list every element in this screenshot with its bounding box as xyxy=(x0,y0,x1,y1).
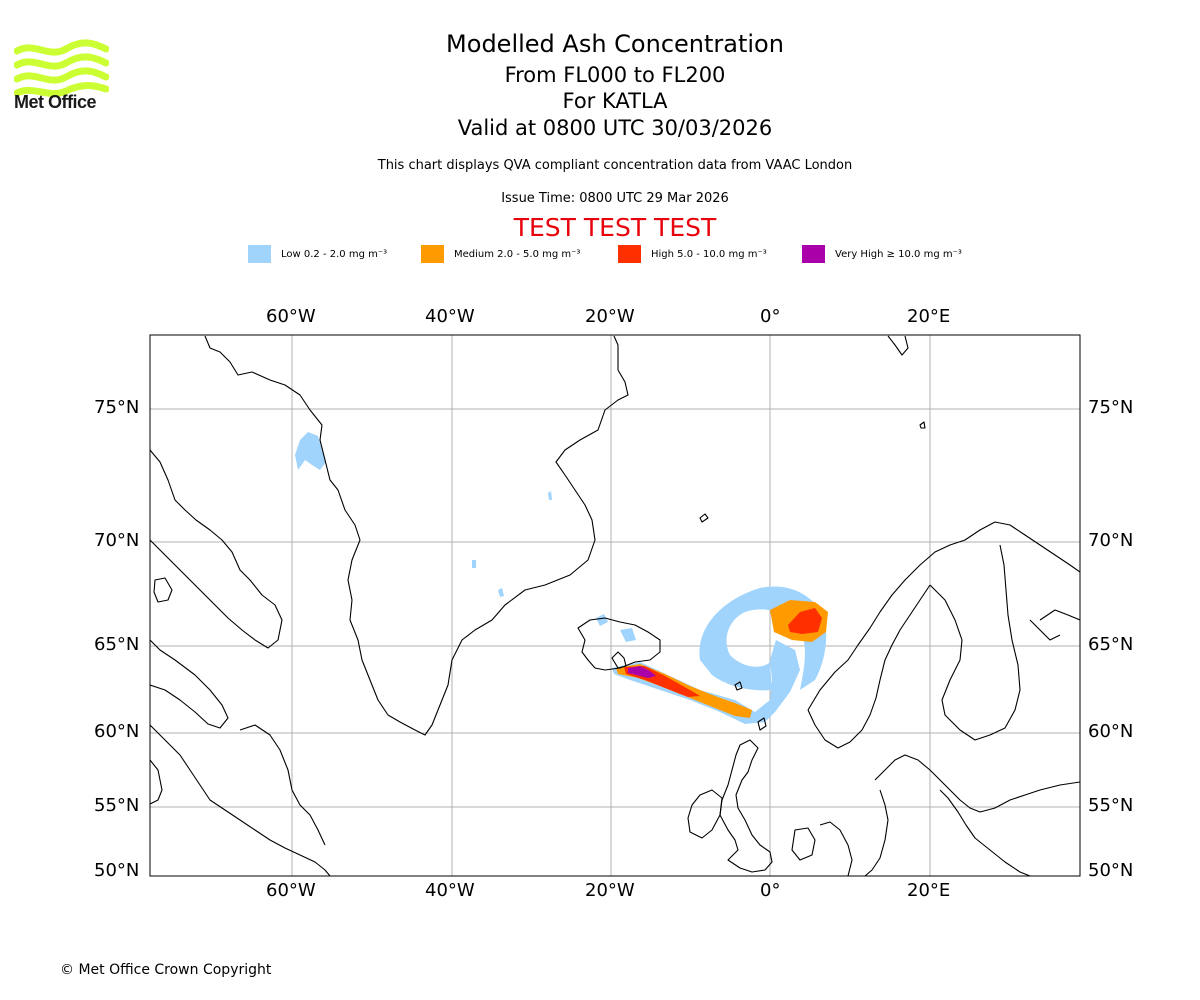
legend-swatch-medium xyxy=(421,245,444,263)
chart-title: Modelled Ash Concentration xyxy=(446,30,784,58)
legend-swatch-low xyxy=(248,245,271,263)
coastlines xyxy=(150,335,1080,876)
lat-tick-right-50n: 50°N xyxy=(1088,860,1134,881)
lon-tick-top-60w: 60°W xyxy=(266,306,316,327)
legend-item-medium: Medium 2.0 - 5.0 mg m⁻³ xyxy=(421,244,580,264)
legend-swatch-high xyxy=(618,245,641,263)
lat-tick-left-60n: 60°N xyxy=(94,721,140,742)
lon-tick-bottom-20w: 20°W xyxy=(585,880,635,901)
met-office-logo xyxy=(14,39,109,98)
lon-tick-bottom-0: 0° xyxy=(760,880,781,901)
lon-tick-top-0: 0° xyxy=(760,306,781,327)
map-frame xyxy=(149,334,1081,877)
lat-tick-right-55n: 55°N xyxy=(1088,795,1134,816)
ash-very-high-concentration xyxy=(628,666,656,678)
legend-swatch-very-high xyxy=(802,245,825,263)
test-banner: TEST TEST TEST xyxy=(513,213,717,242)
lat-tick-left-75n: 75°N xyxy=(94,397,140,418)
met-office-logo-text: Met Office xyxy=(14,92,97,112)
copyright-notice: © Met Office Crown Copyright xyxy=(60,962,272,978)
lat-tick-right-75n: 75°N xyxy=(1088,397,1134,418)
lon-tick-bottom-40w: 40°W xyxy=(425,880,475,901)
issue-time: Issue Time: 0800 UTC 29 Mar 2026 xyxy=(501,191,729,206)
gridlines xyxy=(150,335,1080,876)
flight-level-range: From FL000 to FL200 xyxy=(504,63,726,87)
lat-tick-right-65n: 65°N xyxy=(1088,634,1134,655)
lon-tick-top-20w: 20°W xyxy=(585,306,635,327)
legend: Low 0.2 - 2.0 mg m⁻³ Medium 2.0 - 5.0 mg… xyxy=(0,244,1200,264)
legend-item-low: Low 0.2 - 2.0 mg m⁻³ xyxy=(248,244,387,264)
lon-tick-top-20e: 20°E xyxy=(907,306,951,327)
legend-label-high: High 5.0 - 10.0 mg m⁻³ xyxy=(651,248,767,260)
legend-item-high: High 5.0 - 10.0 mg m⁻³ xyxy=(618,244,767,264)
lat-tick-left-55n: 55°N xyxy=(94,795,140,816)
valid-time: Valid at 0800 UTC 30/03/2026 xyxy=(457,116,773,140)
lon-tick-top-40w: 40°W xyxy=(425,306,475,327)
ash-low-concentration xyxy=(295,432,827,724)
lat-tick-right-70n: 70°N xyxy=(1088,530,1134,551)
lon-tick-bottom-60w: 60°W xyxy=(266,880,316,901)
legend-label-low: Low 0.2 - 2.0 mg m⁻³ xyxy=(281,248,388,260)
lat-tick-left-65n: 65°N xyxy=(94,634,140,655)
legend-label-medium: Medium 2.0 - 5.0 mg m⁻³ xyxy=(454,248,581,260)
lon-tick-bottom-20e: 20°E xyxy=(907,880,951,901)
lat-tick-left-70n: 70°N xyxy=(94,530,140,551)
lat-tick-left-50n: 50°N xyxy=(94,860,140,881)
lat-tick-right-60n: 60°N xyxy=(1088,721,1134,742)
legend-item-very-high: Very High ≥ 10.0 mg m⁻³ xyxy=(802,244,962,264)
legend-label-very-high: Very High ≥ 10.0 mg m⁻³ xyxy=(835,248,962,260)
chart-description: This chart displays QVA compliant concen… xyxy=(377,158,853,173)
volcano-name: For KATLA xyxy=(562,89,668,113)
